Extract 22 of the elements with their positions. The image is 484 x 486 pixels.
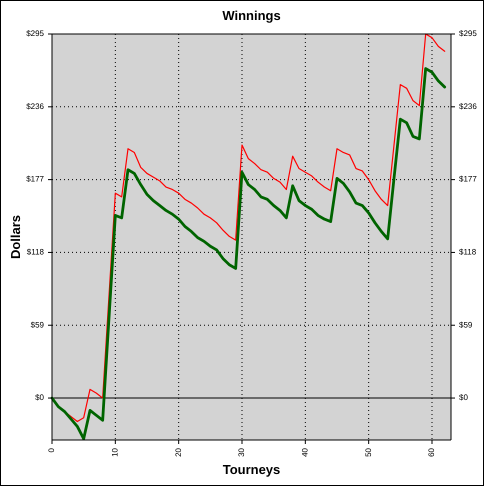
x-tick-label: 0 (47, 447, 56, 452)
x-tick-label: 30 (237, 447, 246, 457)
y2-tick-label: $59 (459, 320, 473, 330)
y2-tick-label: $0 (459, 393, 468, 402)
y-tick-label: $236 (26, 102, 45, 111)
y-tick-label: $59 (30, 320, 45, 330)
x-tick-label: 50 (364, 447, 373, 457)
y-tick-label: $295 (26, 29, 45, 38)
y-tick-label: $177 (26, 174, 45, 184)
x-tick-label: 40 (300, 447, 310, 457)
x-axis-title: Tourneys (222, 462, 280, 477)
y-axis-title: Dollars (8, 214, 23, 260)
y-tick-label: $0 (35, 393, 45, 402)
x-tick-label: 20 (174, 447, 183, 457)
y2-tick-label: $177 (459, 174, 478, 184)
y2-tick-label: $236 (459, 102, 478, 111)
x-tick-label: 60 (427, 447, 436, 457)
y2-tick-label: $295 (459, 29, 478, 38)
chart-title: Winnings (222, 8, 281, 23)
y2-tick-label: $118 (459, 248, 477, 257)
x-tick-label: 10 (110, 447, 120, 457)
y-tick-label: $118 (26, 248, 45, 257)
